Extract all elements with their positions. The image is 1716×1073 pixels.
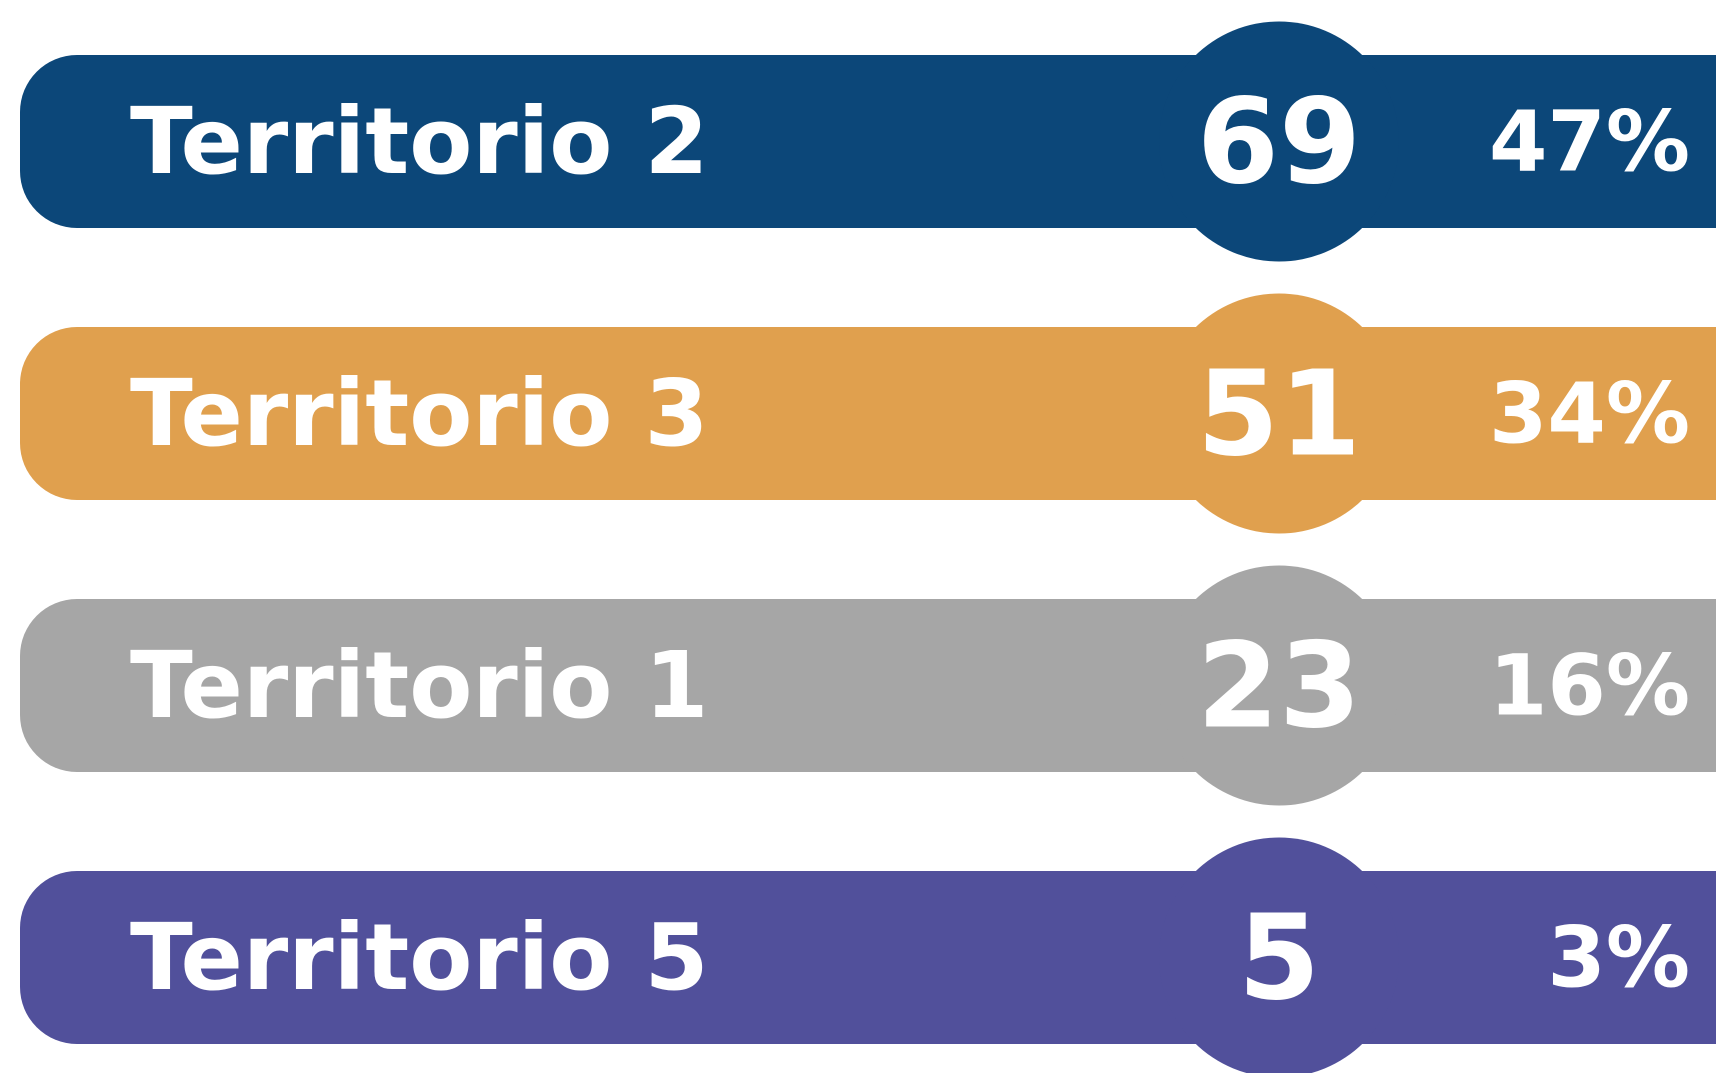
territory-percent: 34%: [1489, 365, 1690, 463]
territory-percent: 16%: [1489, 637, 1690, 735]
count-badge: [1159, 565, 1399, 806]
territory-label: Territorio 5: [130, 904, 709, 1011]
territory-percent: 3%: [1547, 909, 1690, 1007]
count-badge: [1159, 21, 1399, 262]
territory-row: Territorio 2 69 47%: [20, 21, 1716, 262]
count-badge: [1159, 837, 1399, 1073]
territory-count: 23: [1197, 617, 1361, 755]
territory-label: Territorio 3: [130, 360, 709, 467]
territory-row: Territorio 5 5 3%: [20, 837, 1716, 1073]
territory-count: 51: [1197, 345, 1361, 483]
territory-row: Territorio 3 51 34%: [20, 293, 1716, 534]
territory-label: Territorio 1: [130, 632, 709, 739]
territory-percent: 47%: [1489, 93, 1690, 191]
count-badge: [1159, 293, 1399, 534]
territory-count: 69: [1197, 73, 1361, 211]
territory-count: 5: [1238, 889, 1320, 1027]
territory-label: Territorio 2: [130, 88, 709, 195]
territory-row: Territorio 1 23 16%: [20, 565, 1716, 806]
